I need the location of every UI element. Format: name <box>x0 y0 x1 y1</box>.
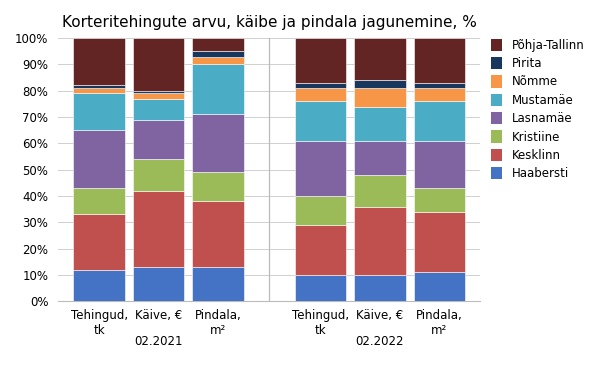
Bar <box>414 83 465 88</box>
Bar <box>73 130 125 188</box>
Bar <box>73 93 125 130</box>
Bar <box>295 275 346 301</box>
Bar <box>355 141 406 175</box>
Bar <box>73 88 125 93</box>
Bar <box>193 56 244 64</box>
Bar <box>193 267 244 301</box>
Bar <box>355 207 406 275</box>
Legend: Põhja-Tallinn, Pirita, Nõmme, Mustamäe, Lasnamäe, Kristiine, Kesklinn, Haabersti: Põhja-Tallinn, Pirita, Nõmme, Mustamäe, … <box>491 39 584 180</box>
Bar <box>355 80 406 88</box>
Bar <box>193 201 244 267</box>
Bar <box>355 275 406 301</box>
Bar <box>355 107 406 141</box>
Bar <box>193 172 244 201</box>
Bar <box>295 196 346 225</box>
Bar <box>355 38 406 80</box>
Bar <box>133 191 184 267</box>
Bar <box>295 141 346 196</box>
Bar <box>414 88 465 101</box>
Bar <box>414 272 465 301</box>
Bar <box>295 225 346 275</box>
Bar <box>133 159 184 191</box>
Bar <box>133 99 184 120</box>
Text: 02.2021: 02.2021 <box>134 336 183 348</box>
Bar <box>73 214 125 270</box>
Bar <box>73 270 125 301</box>
Bar <box>73 38 125 85</box>
Bar <box>193 114 244 172</box>
Bar <box>355 175 406 207</box>
Bar <box>355 88 406 107</box>
Bar <box>414 212 465 272</box>
Bar <box>133 93 184 99</box>
Bar <box>295 101 346 141</box>
Bar <box>193 64 244 114</box>
Bar <box>133 38 184 91</box>
Bar <box>295 83 346 88</box>
Bar <box>73 188 125 214</box>
Bar <box>295 38 346 83</box>
Bar <box>414 141 465 188</box>
Bar <box>133 267 184 301</box>
Bar <box>414 101 465 141</box>
Bar <box>414 38 465 83</box>
Bar <box>193 38 244 51</box>
Bar <box>193 51 244 56</box>
Title: Korteritehingute arvu, käibe ja pindala jagunemine, %: Korteritehingute arvu, käibe ja pindala … <box>62 15 477 30</box>
Bar <box>133 91 184 93</box>
Bar <box>414 188 465 212</box>
Text: 02.2022: 02.2022 <box>356 336 404 348</box>
Bar <box>73 85 125 88</box>
Bar <box>133 120 184 159</box>
Bar <box>295 88 346 101</box>
